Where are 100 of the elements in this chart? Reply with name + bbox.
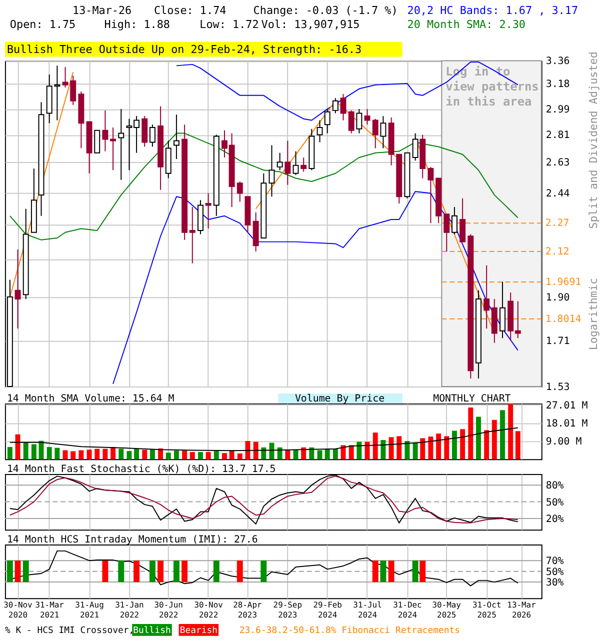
- candlestick: [484, 264, 490, 330]
- ref-line-label: 1.9691: [545, 277, 582, 288]
- bar: [253, 442, 258, 460]
- candlestick: [142, 116, 148, 148]
- bar: [110, 447, 116, 460]
- x-tick-label: 31-Jan 2022: [115, 600, 144, 620]
- candlestick: [14, 249, 21, 330]
- candlestick: [102, 110, 108, 152]
- candlestick: [284, 140, 291, 186]
- bar: [174, 450, 179, 460]
- y-tick-label: 70%: [546, 556, 564, 568]
- bar: [245, 440, 250, 460]
- text: High: 1.88: [104, 18, 170, 31]
- bar: [484, 430, 490, 460]
- y-tick-label: 1.71: [546, 336, 570, 347]
- ref-line-label: 1.8014: [545, 314, 582, 325]
- bar: [70, 451, 76, 460]
- line-series: [9, 132, 518, 240]
- bar: [356, 442, 362, 460]
- bar: [142, 450, 148, 460]
- bar: [332, 448, 338, 460]
- candlestick: [380, 116, 386, 149]
- bar: [198, 452, 203, 460]
- text: Bullish: [133, 626, 171, 636]
- y-tick-label: 2.44: [546, 188, 570, 200]
- candlestick: [332, 98, 338, 114]
- candlestick: [356, 108, 362, 134]
- candlestick: [444, 214, 450, 252]
- bar: [500, 410, 505, 460]
- text: Change: -0.03 (-1.7 %): [253, 4, 398, 18]
- bar: [476, 416, 481, 460]
- bar: [54, 448, 60, 460]
- x-tick-label: 31-Oct 2025: [472, 600, 502, 620]
- bar: [460, 429, 466, 460]
- chart-title: Bullish Three Outside Up on 29-Feb-24, Strength: -16.3: [6, 42, 362, 56]
- y-tick-label: 18.01 M: [546, 418, 588, 430]
- candlestick: [340, 94, 346, 121]
- candlestick: [173, 114, 180, 160]
- bar: [372, 432, 378, 460]
- candlestick: [70, 75, 76, 106]
- text: Vol: 13,907,915: [261, 18, 360, 31]
- y-tick-label: 50%: [546, 566, 564, 578]
- candlestick: [348, 110, 354, 134]
- candlestick: [149, 124, 156, 148]
- bar: [388, 437, 394, 460]
- bar: [324, 448, 330, 460]
- bar: [364, 442, 370, 460]
- x-tick-label: 29-Sep 2023: [273, 600, 302, 620]
- line-series: [112, 191, 518, 384]
- bar: [182, 450, 188, 460]
- bar: [134, 448, 140, 460]
- bar: [23, 442, 28, 460]
- chart-title: 14 Month Fast Stochastic (%K) (%D): 13.7 17.5: [6, 464, 276, 475]
- text: Close: 1.74: [154, 4, 227, 18]
- y-tick-label: 30%: [546, 578, 564, 589]
- y-tick-label: 27.01 M: [546, 400, 588, 412]
- text: 13-Mar-26: [72, 4, 132, 18]
- bar: [468, 407, 474, 460]
- bar: [301, 447, 306, 460]
- chart-title: 14 Month HCS Intraday Momentum (IMI): 27.6: [6, 534, 258, 546]
- y-tick-label: 1.90: [546, 292, 570, 304]
- y-tick-label: 9.00 M: [546, 436, 582, 448]
- candlestick: [372, 118, 378, 149]
- candlestick: [205, 192, 212, 230]
- candlestick: [94, 130, 100, 154]
- candlestick: [500, 281, 506, 339]
- bar: [317, 450, 322, 460]
- x-tick-label: 31-Dec 2024: [393, 600, 422, 620]
- text: Logarithmic: [587, 278, 600, 350]
- bar: [515, 431, 520, 460]
- bar: [508, 404, 514, 460]
- x-tick-label: 13-Mar 2026: [507, 600, 536, 620]
- candlestick: [268, 144, 275, 198]
- candlestick: [451, 206, 458, 235]
- y-tick-label: 20%: [546, 514, 564, 525]
- x-tick-label: 30-Jun 2022: [154, 600, 184, 620]
- candlestick: [276, 152, 283, 171]
- candlestick: [300, 156, 307, 172]
- candlestick: [324, 108, 330, 134]
- y-axis-title: Split and Dividend Adjusted: [587, 52, 600, 229]
- y-tick-label: 2.99: [546, 104, 570, 116]
- bar: [396, 436, 402, 460]
- bar: [348, 445, 354, 460]
- x-tick-label: 30-May 2025: [432, 600, 462, 620]
- bar: [78, 450, 84, 460]
- bar: [436, 434, 442, 460]
- bar: [158, 448, 164, 460]
- y-tick-label: 1.53: [546, 382, 570, 394]
- bar: [444, 436, 450, 460]
- bar: [62, 450, 68, 460]
- candlestick: [189, 206, 196, 264]
- candlestick: [460, 198, 466, 242]
- candlestick: [62, 66, 68, 88]
- bar: [7, 447, 12, 460]
- text: 23.6-38.2-50-61.8% Fibonacci Retracements: [239, 626, 460, 636]
- bar: [86, 450, 92, 460]
- candlestick: [118, 108, 124, 180]
- text: 20 Month SMA: 2.30: [407, 18, 526, 31]
- text: Low: 1.72: [200, 18, 259, 31]
- y-tick-label: 50%: [546, 497, 564, 508]
